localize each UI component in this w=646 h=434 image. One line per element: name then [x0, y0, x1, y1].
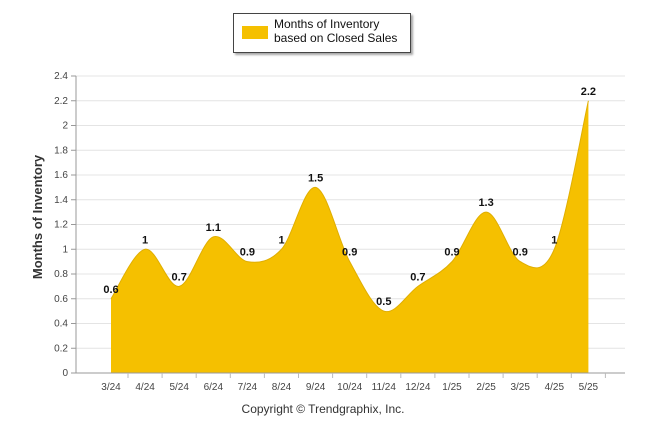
x-tick-label: 9/24 — [306, 382, 326, 393]
y-tick-label: 2 — [62, 121, 68, 132]
data-label: 1.5 — [308, 172, 323, 184]
x-tick-label: 5/24 — [169, 382, 189, 393]
data-label: 0.9 — [513, 247, 528, 259]
y-tick-label: 1.8 — [54, 145, 68, 156]
x-tick-label: 7/24 — [238, 382, 258, 393]
x-tick-label: 3/24 — [101, 382, 121, 393]
area-series — [110, 100, 589, 373]
y-tick-label: 1 — [62, 244, 68, 255]
data-label: 0.6 — [103, 284, 118, 296]
copyright-footer: Copyright © Trendgraphix, Inc. — [241, 402, 405, 416]
data-label: 0.5 — [376, 296, 391, 308]
y-tick-label: 0.4 — [54, 319, 68, 330]
axes: 0 0.2 0.4 0.6 0.8 1 1.2 1.4 1.6 1.8 2 2.2 2.4 3/24 4/2… — [54, 71, 625, 393]
y-tick-label: 1.2 — [54, 220, 68, 231]
data-label: 0.9 — [444, 247, 459, 259]
y-tick-label: 0 — [62, 368, 68, 379]
data-labels: 0.6 1 0.7 1.1 0.9 1 1.5 0.9 0.5 0.7 0.9 1.3 0.9 1 2.2 — [103, 86, 596, 308]
x-tick-label: 11/24 — [372, 382, 397, 393]
legend-swatch — [242, 26, 268, 39]
data-label: 1 — [142, 234, 148, 246]
data-label: 0.9 — [240, 247, 255, 259]
area-fill — [111, 100, 589, 373]
x-tick-label: 8/24 — [272, 382, 292, 393]
y-tick-label: 0.6 — [54, 294, 68, 305]
x-tick-label: 10/24 — [337, 382, 362, 393]
x-tick-label: 3/25 — [510, 382, 530, 393]
data-label: 1 — [278, 234, 284, 246]
data-label: 0.7 — [172, 271, 187, 283]
y-tick-label: 1.6 — [54, 170, 68, 181]
data-label: 0.9 — [342, 247, 357, 259]
y-tick-label: 2.2 — [54, 96, 68, 107]
data-label: 1 — [551, 234, 557, 246]
x-tick-label: 4/24 — [135, 382, 155, 393]
x-tick-label: 6/24 — [204, 382, 224, 393]
data-label: 1.1 — [206, 222, 221, 234]
y-axis-title: Months of Inventory — [30, 154, 45, 279]
x-tick-label: 2/25 — [476, 382, 496, 393]
legend: Months of Inventory based on Closed Sale… — [233, 13, 411, 53]
data-label: 1.3 — [478, 197, 493, 209]
x-tick-label: 1/25 — [442, 382, 462, 393]
x-tick-label: 5/25 — [579, 382, 599, 393]
y-tick-label: 0.2 — [54, 343, 68, 354]
x-tick-label: 4/25 — [545, 382, 565, 393]
area-line — [110, 100, 589, 313]
y-tick-label: 0.8 — [54, 269, 68, 280]
data-label: 2.2 — [581, 86, 596, 98]
legend-label: Months of Inventory based on Closed Sale… — [274, 17, 398, 45]
data-label: 0.7 — [410, 271, 425, 283]
x-tick-label: 12/24 — [405, 382, 430, 393]
y-tick-label: 2.4 — [54, 71, 68, 82]
y-tick-label: 1.4 — [54, 195, 68, 206]
